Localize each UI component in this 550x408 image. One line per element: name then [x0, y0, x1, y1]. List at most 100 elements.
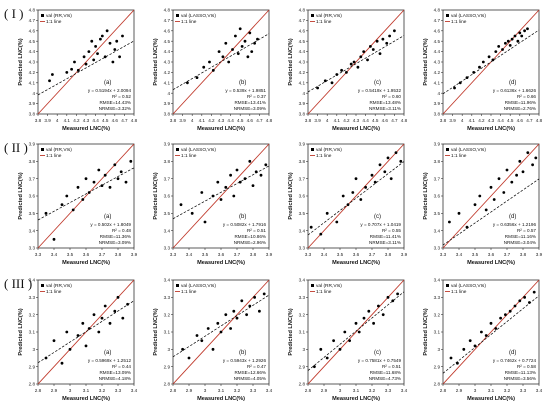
- data-point: [357, 330, 361, 334]
- x-tick-label: 4.6: [517, 118, 524, 123]
- data-point: [76, 334, 80, 337]
- data-point: [313, 365, 316, 369]
- legend-marker-points: [41, 148, 44, 151]
- regression-line: [307, 161, 405, 236]
- fit-rmse: RMSE=11.13%: [505, 370, 536, 375]
- x-tick-label: 4.2: [208, 118, 215, 123]
- legend-label-1to1: 1:1 line: [46, 19, 62, 25]
- y-tick-label: 4.5: [164, 39, 171, 44]
- y-tick-label: 3.3: [29, 295, 36, 300]
- x-tick-label: 3: [69, 388, 72, 393]
- data-point: [48, 79, 51, 83]
- data-point: [396, 292, 399, 296]
- data-point: [100, 316, 104, 320]
- data-point: [105, 29, 109, 33]
- y-tick-label: 3.8: [434, 159, 441, 164]
- data-point: [319, 232, 323, 236]
- x-tick-label: 3.1: [83, 388, 90, 393]
- data-point: [491, 58, 495, 62]
- y-tick-label: 3: [302, 347, 305, 352]
- data-point: [100, 34, 104, 38]
- y-tick-label: 4.5: [29, 39, 36, 44]
- data-point: [502, 191, 506, 194]
- panel-label: (a): [104, 350, 111, 356]
- x-tick-label: 3.8: [440, 118, 447, 123]
- x-tick-label: 4.4: [362, 118, 369, 123]
- y-tick-label: 3: [437, 347, 440, 352]
- y-tick-label: 2.8: [164, 382, 171, 387]
- data-point: [84, 62, 88, 66]
- fit-rmse: RMSE=11.41%: [370, 234, 401, 239]
- data-point: [386, 295, 390, 299]
- data-point: [462, 347, 466, 351]
- data-point: [375, 39, 379, 43]
- data-point: [92, 180, 96, 184]
- x-axis-title: Measured LNC(%): [467, 260, 515, 266]
- x-tick-label: 3.2: [99, 388, 106, 393]
- data-point: [76, 185, 80, 189]
- panel-label: (d): [509, 214, 516, 220]
- data-point: [243, 39, 247, 43]
- data-point: [94, 45, 97, 48]
- fit-r2: R² = 0.44: [112, 364, 131, 369]
- data-point: [378, 163, 382, 167]
- y-tick-label: 3.8: [164, 159, 171, 164]
- data-point: [187, 356, 191, 360]
- y-tick-label: 3.5: [299, 211, 306, 216]
- data-point: [219, 330, 223, 334]
- data-point: [229, 327, 233, 330]
- y-tick-label: 3: [32, 347, 35, 352]
- y-tick-label: 4: [302, 91, 305, 96]
- x-tick-label: 2.9: [186, 388, 193, 393]
- fit-r2: R² = 0.51: [247, 228, 266, 233]
- y-tick-label: 2.9: [29, 364, 36, 369]
- data-point: [516, 39, 520, 43]
- legend-marker-points: [446, 148, 449, 151]
- chart-panel-1: 3.8 3.9 4 4.1 4.2 4.3 4.4 4.5 4.6 4.7 4.83.83.944.…: [18, 8, 138, 132]
- y-tick-label: 3.1: [299, 330, 306, 335]
- x-tick-label: 4.8: [266, 118, 273, 123]
- data-point: [113, 309, 117, 313]
- y-axis-title: Predicted LNC(%): [18, 172, 24, 219]
- data-point: [489, 185, 493, 189]
- legend-label-series: val (RR,VIs): [46, 283, 72, 289]
- x-tick-label: 4: [461, 118, 464, 123]
- data-point: [73, 60, 76, 64]
- data-point: [240, 45, 244, 48]
- x-tick-label: 3.3: [250, 388, 257, 393]
- data-point: [52, 237, 56, 241]
- data-point: [52, 339, 56, 343]
- x-tick-label: 3.5: [337, 252, 344, 257]
- fit-nrmse: NRMSE=3.32%: [99, 106, 131, 111]
- data-point: [377, 304, 380, 308]
- y-tick-label: 3.4: [299, 278, 306, 283]
- x-tick-label: 4.2: [343, 118, 350, 123]
- one-to-one-line: [442, 143, 540, 249]
- legend-label-1to1: 1:1 line: [46, 289, 62, 295]
- x-tick-label: 3.6: [353, 252, 360, 257]
- fit-nrmse: NRMSE=3.11%: [369, 106, 401, 111]
- data-point: [250, 50, 254, 53]
- fit-equation: y = 0.7462x + 0.7724: [493, 358, 537, 363]
- data-point: [208, 60, 211, 64]
- fit-nrmse: NRMSE=3.09%: [99, 240, 131, 245]
- data-point: [44, 356, 48, 360]
- data-point: [81, 198, 85, 201]
- x-tick-label: 4: [326, 118, 329, 123]
- chart-panel-2: 3.8 3.9 4 4.1 4.2 4.3 4.4 4.5 4.6 4.7 4.83.83.944.…: [153, 8, 273, 132]
- x-tick-label: 3.3: [115, 388, 122, 393]
- data-point: [449, 356, 453, 360]
- y-tick-label: 3.2: [299, 312, 306, 317]
- one-to-one-line: [442, 279, 540, 385]
- data-point: [65, 194, 69, 198]
- data-point: [352, 60, 356, 64]
- one-to-one-line: [37, 9, 135, 115]
- y-tick-label: 4.8: [434, 8, 441, 13]
- data-point: [448, 220, 451, 224]
- y-tick-label: 3.3: [434, 295, 441, 300]
- x-tick-label: 3.8: [115, 252, 122, 257]
- y-tick-label: 3.4: [299, 228, 306, 233]
- data-point: [51, 73, 54, 76]
- fit-equation: y = 0.5969x + 1.2512: [88, 358, 132, 363]
- legend-marker-points: [41, 14, 44, 17]
